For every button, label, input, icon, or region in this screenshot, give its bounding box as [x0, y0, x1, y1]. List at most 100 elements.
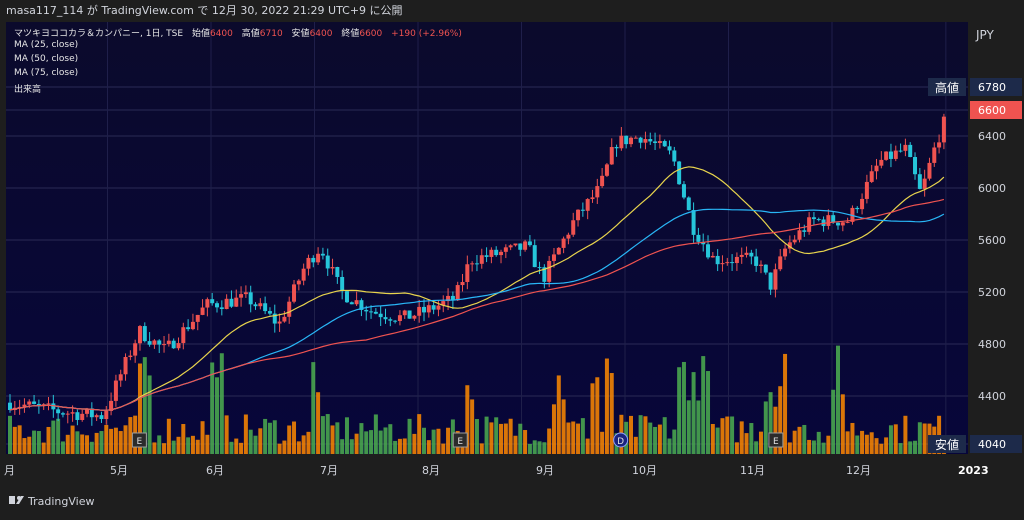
candle-body — [864, 181, 869, 199]
candle-body — [884, 151, 889, 160]
volume-bar — [527, 443, 532, 454]
candle-body — [667, 146, 672, 151]
volume-bar — [27, 436, 32, 454]
candle-body — [836, 222, 840, 226]
volume-bar — [397, 438, 402, 454]
volume-bar — [903, 415, 908, 454]
volume-bar — [296, 441, 301, 454]
volume-bar — [908, 441, 913, 454]
volume-bar — [152, 442, 157, 454]
candle-body — [426, 305, 431, 313]
candle-body — [359, 300, 364, 310]
candle-body — [277, 321, 282, 324]
candle-body — [845, 221, 850, 223]
candle-body — [879, 159, 884, 166]
candle-body — [162, 344, 167, 346]
legend-ma75[interactable]: MA (75, close) — [14, 68, 79, 78]
candle-body — [157, 340, 162, 345]
candle-body — [335, 267, 340, 277]
candle-body — [513, 243, 518, 246]
volume-bar — [595, 377, 600, 454]
time-axis[interactable]: 月 5月 6月 7月 8月 9月 10月 11月 12月 2023 — [0, 454, 1024, 484]
candle-body — [710, 255, 715, 258]
tradingview-logo-icon — [9, 496, 24, 504]
legend-ohlc: マツキヨココカラ＆カンパニー, 1日, TSE 始値6400 高値6710 安値… — [14, 26, 462, 39]
high-tag-label: 高値 — [935, 80, 959, 95]
volume-bar — [657, 424, 662, 454]
volume-bar — [340, 439, 345, 454]
volume-bar — [662, 417, 667, 454]
volume-bar — [547, 428, 552, 454]
volume-bar — [292, 421, 297, 454]
candle-body — [523, 241, 528, 250]
candle-body — [734, 256, 739, 264]
volume-bar — [874, 438, 879, 454]
candle-body — [908, 144, 913, 158]
candle-body — [677, 161, 682, 185]
volume-bar — [787, 442, 792, 454]
candle-body — [263, 303, 268, 312]
candle-body — [56, 409, 61, 414]
candle-body — [600, 175, 605, 187]
volume-bar — [778, 386, 783, 454]
price-axis[interactable]: 4400 4800 5200 5600 6000 6400 6600 6780 4040 JPY — [968, 22, 1024, 454]
candle-body — [166, 340, 171, 345]
candle-body — [412, 315, 417, 319]
candle-body — [653, 141, 658, 143]
candle-body — [932, 147, 937, 163]
volume-bar — [585, 438, 590, 454]
volume-bar — [720, 418, 725, 454]
volume-bar — [893, 424, 898, 454]
candle-body — [89, 408, 94, 418]
volume-bar — [12, 426, 17, 454]
candle-body — [402, 310, 407, 316]
candle-body — [364, 309, 369, 312]
volume-bar — [99, 431, 104, 454]
candle-body — [85, 408, 90, 414]
legend-volume[interactable]: 出来高 — [14, 85, 42, 95]
candle-body — [730, 262, 735, 264]
candle-body — [224, 298, 229, 310]
candle-body — [629, 137, 633, 145]
volume-bar — [739, 421, 744, 454]
volume-bar — [802, 424, 807, 454]
volume-bar — [537, 441, 542, 454]
candle-body — [489, 249, 494, 257]
legend-ma25[interactable]: MA (25, close) — [14, 40, 79, 50]
candle-body — [893, 150, 898, 159]
volume-bar — [470, 399, 475, 454]
volume-bar — [431, 429, 436, 454]
volume-bar — [725, 416, 730, 454]
candle-body — [8, 402, 12, 410]
candle-body — [60, 413, 65, 415]
candle-body — [253, 304, 258, 307]
volume-bar — [643, 416, 648, 454]
candle-body — [787, 242, 792, 249]
candle-body — [17, 406, 22, 408]
volume-bar — [70, 425, 75, 454]
candle-body — [499, 251, 504, 256]
candle-body — [219, 307, 224, 310]
candle-body — [937, 142, 942, 148]
x-tick-label: 6月 — [206, 464, 224, 477]
candle-body — [113, 380, 118, 401]
price-axis-svg: 4400 4800 5200 5600 6000 6400 6600 6780 4040 — [970, 78, 1022, 453]
candle-body — [446, 295, 451, 302]
volume-bar — [215, 377, 219, 454]
volume-bar — [287, 425, 292, 454]
volume-bar — [922, 423, 927, 454]
candle-body — [388, 319, 393, 321]
candle-body — [643, 139, 648, 143]
candle-body — [749, 252, 754, 257]
candle-body — [287, 301, 292, 317]
candle-body — [792, 239, 797, 243]
earnings-marker — [452, 432, 468, 448]
candle-body — [46, 403, 51, 405]
legend-ma50[interactable]: MA (50, close) — [14, 54, 79, 64]
candle-body — [137, 326, 142, 344]
candle-body — [152, 340, 157, 345]
volume-bar — [792, 430, 797, 454]
